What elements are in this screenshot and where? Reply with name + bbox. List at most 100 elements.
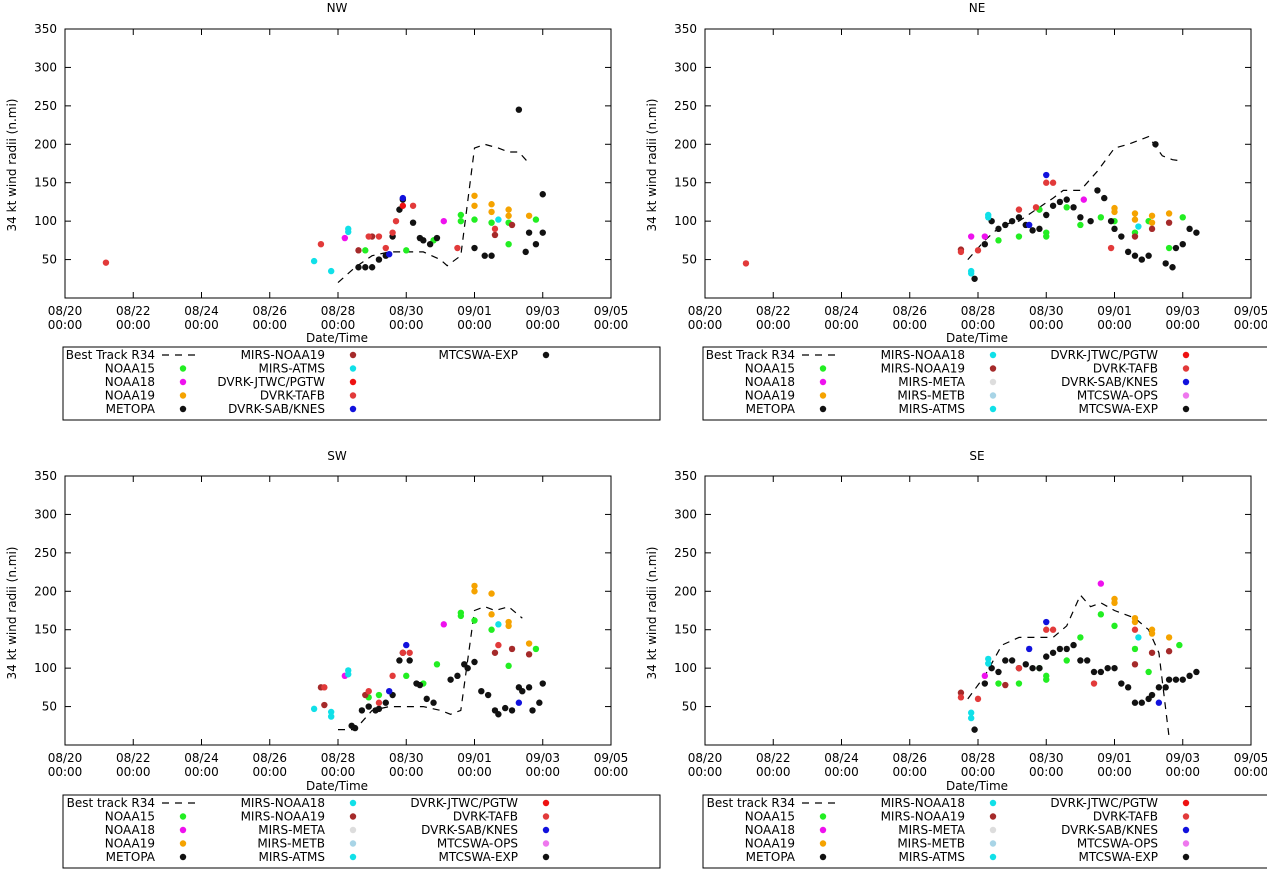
point-metopa [1008, 217, 1016, 225]
x-tick-label-date: 08/28 [321, 751, 356, 765]
x-tick-label-date: 08/28 [961, 304, 996, 318]
x-tick-label-date: 08/24 [824, 304, 859, 318]
legend-marker-dvrk-tafb [349, 392, 357, 399]
legend-marker-dvrk-jtwc-pgtw [349, 378, 357, 386]
point-metopa [1165, 676, 1173, 683]
legend-label-mirs-noaa19: MIRS-NOAA19 [241, 810, 325, 824]
legend-marker-noaa19 [179, 392, 187, 399]
x-tick-label-date: 09/01 [1097, 304, 1132, 318]
legend-marker-metopa [819, 853, 827, 861]
point-noaa19 [471, 192, 478, 199]
point-metopa [471, 658, 478, 666]
x-tick-label-time: 00:00 [824, 765, 859, 779]
point-dvrk-sab-knes [399, 194, 407, 202]
point-dvrk-tafb [399, 649, 407, 656]
point-dvrk-tafb [389, 229, 396, 236]
point-mirs-atms [985, 655, 992, 663]
x-tick-label-time: 00:00 [525, 765, 560, 779]
x-tick-label: 09/03 00:00 [525, 751, 560, 779]
legend-marker-mirs-noaa19 [349, 813, 357, 820]
x-tick-label: 08/30 00:00 [1029, 751, 1064, 779]
point-mirs-noaa19 [525, 651, 533, 658]
x-tick-label-time: 00:00 [116, 765, 151, 779]
point-metopa [1186, 672, 1193, 680]
point-noaa15 [375, 691, 383, 699]
legend-marker-mirs-atms [349, 853, 357, 861]
x-tick-label: 08/22 00:00 [116, 751, 151, 779]
y-tick-label: 300 [34, 507, 57, 521]
legend-marker-dvrk-sab-knes [542, 826, 550, 834]
point-metopa [1008, 657, 1016, 664]
point-metopa [1131, 699, 1139, 706]
point-metopa [1097, 668, 1105, 676]
x-tick-label-time: 00:00 [525, 318, 560, 332]
x-tick-label: 08/26 00:00 [892, 304, 927, 332]
x-tick-label-date: 09/03 [1165, 751, 1200, 765]
point-noaa15 [532, 645, 540, 653]
point-noaa19 [1148, 219, 1156, 226]
point-noaa15 [1063, 657, 1070, 664]
x-tick-label: 09/05 00:00 [594, 304, 629, 332]
point-noaa19 [488, 208, 495, 216]
x-tick-label: 08/20 00:00 [48, 304, 83, 332]
legend-marker-noaa19 [179, 840, 187, 847]
x-axis-label: Date/Time [946, 331, 1008, 345]
point-metopa [1084, 657, 1091, 664]
legend-marker-mtcswa-exp [1182, 853, 1190, 861]
point-metopa [1179, 241, 1186, 248]
point-metopa [430, 699, 437, 706]
point-mirs-noaa19 [1148, 225, 1156, 233]
point-dvrk-sab-knes [385, 250, 393, 258]
point-dvrk-tafb [454, 244, 461, 252]
x-tick-label-date: 08/30 [1029, 751, 1064, 765]
x-tick-label-time: 00:00 [252, 765, 287, 779]
point-metopa [423, 695, 430, 703]
legend-label-mirs-atms: MIRS-ATMS [259, 850, 326, 864]
point-mirs-atms [327, 708, 335, 716]
x-tick-label-time: 00:00 [1234, 318, 1267, 332]
legend-label-mtcswa-exp: MTCSWA-EXP [1079, 402, 1159, 416]
point-dvrk-tafb [1107, 244, 1115, 252]
x-tick-label-date: 08/30 [389, 751, 424, 765]
point-mirs-noaa19 [1165, 648, 1173, 655]
y-axis-label: 34 kt wind radii (n.mi) [645, 547, 659, 680]
y-tick-label: 250 [674, 546, 697, 560]
x-tick-label-time: 00:00 [594, 318, 629, 332]
legend-label-dvrk-tafb: DVRK-TAFB [1093, 810, 1158, 824]
x-tick-label: 09/03 00:00 [1165, 751, 1200, 779]
point-metopa [971, 726, 978, 733]
point-metopa [1087, 217, 1094, 225]
point-mirs-noaa19 [321, 701, 328, 709]
x-tick-label: 08/20 00:00 [688, 304, 723, 332]
point-metopa [1111, 664, 1118, 672]
point-noaa19 [1131, 216, 1139, 223]
legend-label-mirs-noaa18: MIRS-NOAA18 [881, 796, 965, 810]
point-dvrk-sab-knes [1043, 618, 1050, 626]
point-mirs-noaa19 [1148, 649, 1156, 656]
legend-marker-dvrk-sab-knes [349, 405, 357, 413]
point-mirs-atms [985, 660, 992, 667]
point-metopa [1138, 256, 1146, 263]
legend-marker-dvrk-jtwc-pgtw [1182, 351, 1190, 359]
x-tick-label-time: 00:00 [321, 318, 356, 332]
point-metopa [1002, 221, 1009, 229]
x-tick-label: 09/01 00:00 [457, 751, 492, 779]
point-mirs-noaa19 [1131, 233, 1139, 240]
point-noaa19 [505, 622, 512, 630]
point-metopa [539, 680, 546, 687]
legend-label-metopa: METOPA [746, 402, 796, 416]
point-metopa [1022, 661, 1029, 668]
point-metopa [471, 244, 478, 252]
point-noaa15 [457, 217, 465, 225]
legend-frame [702, 346, 1267, 421]
point-noaa15 [1097, 611, 1105, 618]
x-tick-label-date: 08/26 [252, 304, 287, 318]
point-metopa [519, 688, 526, 695]
point-mirs-atms [985, 214, 992, 221]
point-metopa [362, 264, 369, 271]
legend-marker-mtcswa-ops [542, 840, 550, 847]
point-dvrk-tafb [1131, 626, 1139, 633]
legend-marker-mirs-metb [989, 392, 997, 399]
